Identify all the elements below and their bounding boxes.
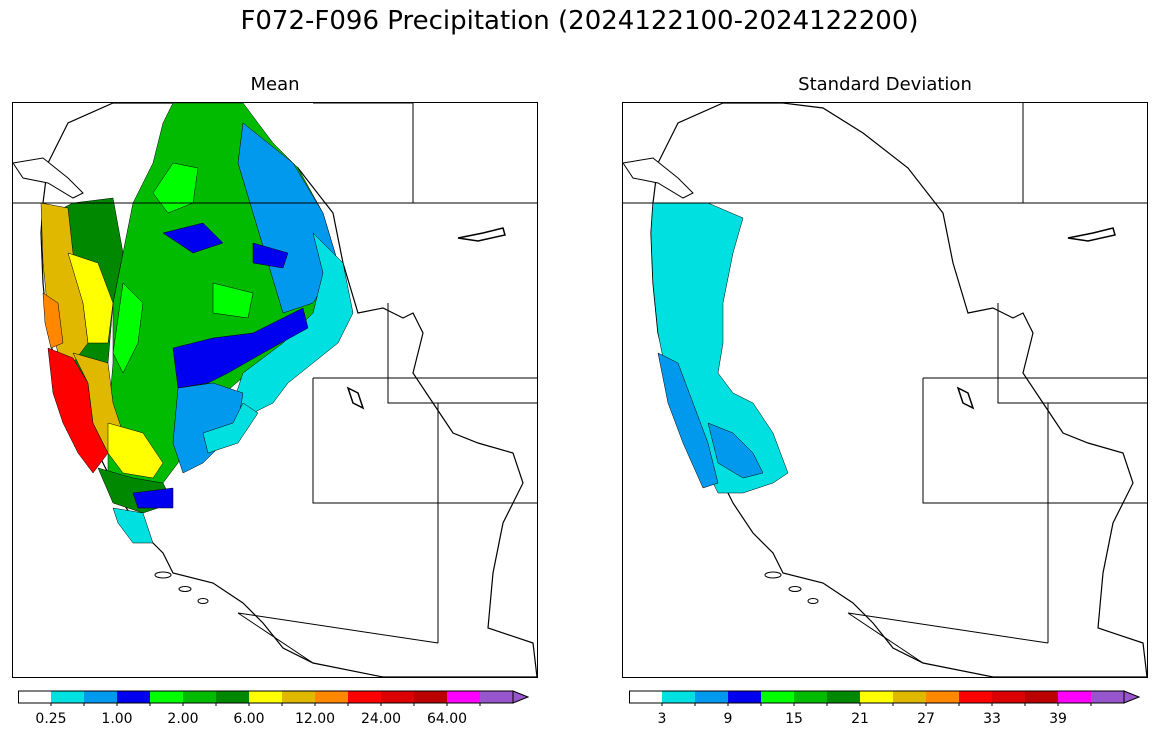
colorbar-tick-label: 6.00	[233, 711, 265, 727]
colorbar-segment	[1025, 691, 1058, 703]
panel-title-mean: Mean	[250, 74, 300, 95]
colorbar-segment	[992, 691, 1025, 703]
colorbar-segment	[414, 691, 447, 703]
colorbar-outline	[629, 690, 1125, 704]
colorbar-tick-label: 0.25	[35, 711, 67, 727]
colorbar-segment	[117, 691, 150, 703]
colorbar-segment	[959, 691, 992, 703]
colorbar-tick-label: 27	[917, 711, 935, 727]
colorbar-tick-label: 64.00	[426, 711, 468, 727]
colorbar-segment	[84, 691, 117, 703]
colorbar-tick-label: 15	[785, 711, 803, 727]
colorbar-segment	[1091, 691, 1124, 703]
colorbar-segment	[282, 691, 315, 703]
colorbar-extend-arrow	[1123, 690, 1141, 704]
colorbar-segment	[827, 691, 860, 703]
colorbar-tick-label: 24.00	[360, 711, 402, 727]
colorbar-segment	[728, 691, 761, 703]
colorbar-segment	[1058, 691, 1091, 703]
map-stddev-canvas	[623, 103, 1147, 677]
colorbar-tick-label: 12.00	[294, 711, 336, 727]
colorbar-segment	[629, 691, 662, 703]
colorbar-segment	[183, 691, 216, 703]
colorbar-tick-label: 1.00	[101, 711, 133, 727]
colorbar-segment	[216, 691, 249, 703]
figure-title: F072-F096 Precipitation (2024122100-2024…	[240, 6, 919, 36]
map-mean	[12, 102, 538, 678]
colorbar-segment	[761, 691, 794, 703]
colorbar-extend-arrow	[512, 690, 530, 704]
colorbar-segment	[794, 691, 827, 703]
colorbar-segment	[860, 691, 893, 703]
colorbar-segment	[150, 691, 183, 703]
colorbar-tick-label: 2.00	[167, 711, 199, 727]
colorbar-tick-label: 3	[657, 711, 667, 727]
colorbar-segment	[447, 691, 480, 703]
colorbar-segment	[315, 691, 348, 703]
colorbar-segment	[51, 691, 84, 703]
colorbar-segment	[348, 691, 381, 703]
colorbar-segment	[249, 691, 282, 703]
colorbar-segment	[695, 691, 728, 703]
colorbar-tick-label: 33	[983, 711, 1001, 727]
colorbar-tick-label: 21	[851, 711, 869, 727]
map-stddev	[622, 102, 1148, 678]
colorbar-segment	[480, 691, 513, 703]
colorbar-segment	[381, 691, 414, 703]
colorbar-segment	[662, 691, 695, 703]
colorbar-mean	[18, 690, 530, 706]
map-mean-canvas	[13, 103, 537, 677]
colorbar-outline	[18, 690, 514, 704]
colorbar-segment	[893, 691, 926, 703]
colorbar-stddev	[629, 690, 1141, 706]
panel-title-stddev: Standard Deviation	[798, 74, 972, 95]
colorbar-segment	[18, 691, 51, 703]
colorbar-tick-label: 39	[1049, 711, 1067, 727]
colorbar-tick-label: 9	[723, 711, 733, 727]
colorbar-segment	[926, 691, 959, 703]
